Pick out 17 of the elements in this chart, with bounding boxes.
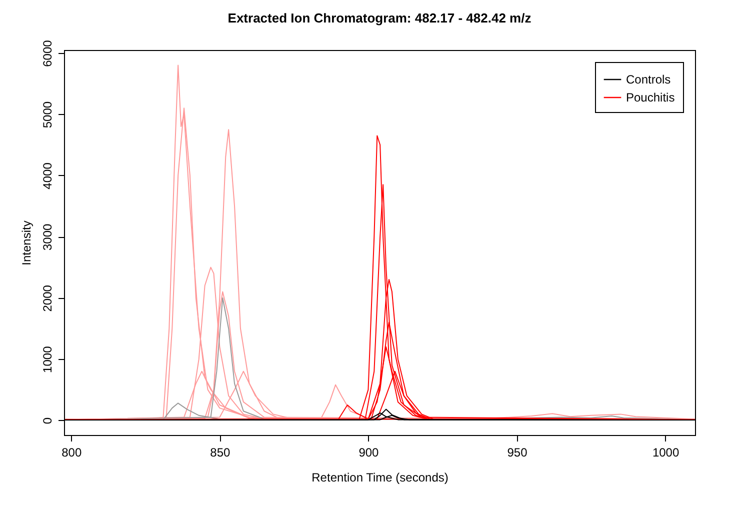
legend-label: Pouchitis bbox=[626, 90, 675, 104]
legend-label: Controls bbox=[626, 72, 671, 86]
y-tick-label: 1000 bbox=[40, 346, 54, 373]
y-tick-label: 3000 bbox=[40, 224, 54, 251]
y-tick-label: 6000 bbox=[40, 40, 54, 67]
y-axis-title: Intensity bbox=[20, 220, 34, 266]
x-tick-label: 900 bbox=[358, 446, 380, 460]
y-tick-label: 0 bbox=[40, 417, 54, 424]
x-tick-label: 950 bbox=[507, 446, 528, 460]
y-tick-label: 2000 bbox=[40, 284, 54, 312]
x-tick-label: 850 bbox=[210, 446, 230, 460]
y-tick-label: 5000 bbox=[40, 101, 54, 128]
x-axis-title: Retention Time (seconds) bbox=[312, 470, 448, 484]
x-tick-label: 800 bbox=[62, 446, 82, 460]
y-tick-label: 4000 bbox=[40, 162, 54, 190]
chart-title: Extracted Ion Chromatogram: 482.17 - 482.42 m/z bbox=[228, 10, 532, 26]
x-tick-label: 1000 bbox=[652, 446, 680, 460]
